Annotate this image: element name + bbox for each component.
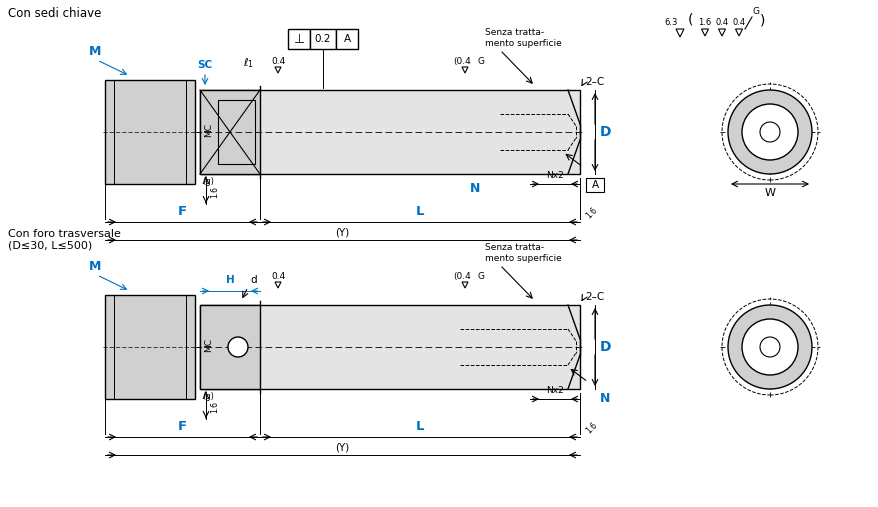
Bar	[200, 90, 579, 174]
Bar	[200, 305, 579, 389]
Circle shape	[741, 104, 797, 160]
Bar	[218, 100, 255, 164]
Text: Con foro trasversale
(D≤30, L≤500): Con foro trasversale (D≤30, L≤500)	[8, 229, 121, 250]
Text: (g): (g)	[202, 392, 213, 401]
Text: Con sedi chiave: Con sedi chiave	[8, 7, 101, 20]
Bar	[200, 90, 260, 174]
Circle shape	[227, 337, 248, 357]
Text: MC: MC	[204, 123, 212, 137]
Bar	[288, 29, 310, 49]
Bar	[335, 29, 357, 49]
Text: G: G	[478, 57, 485, 66]
Text: Senza tratta-
mento superficie: Senza tratta- mento superficie	[485, 243, 561, 263]
Text: (0.4: (0.4	[453, 57, 471, 66]
Bar	[586, 178, 603, 192]
Text: (0.4: (0.4	[453, 272, 471, 281]
Text: ): )	[759, 13, 765, 27]
Text: D: D	[600, 125, 611, 139]
Text: d: d	[249, 275, 256, 285]
Text: 0.4: 0.4	[270, 272, 284, 281]
Text: (Y): (Y)	[335, 227, 349, 237]
Text: (Y): (Y)	[335, 442, 349, 452]
Text: (: (	[687, 12, 693, 26]
Text: L: L	[415, 420, 424, 433]
Circle shape	[727, 305, 811, 389]
Text: (g): (g)	[202, 177, 213, 186]
Text: SC: SC	[198, 60, 212, 70]
Text: Nx2: Nx2	[545, 386, 563, 395]
Text: 0.2: 0.2	[314, 34, 331, 44]
Text: 0.4: 0.4	[731, 18, 745, 27]
Text: A: A	[343, 34, 350, 44]
Text: 1.6: 1.6	[210, 186, 219, 198]
Text: ⊥: ⊥	[293, 32, 304, 46]
Text: 2–C: 2–C	[585, 292, 603, 302]
Text: L: L	[415, 205, 424, 218]
Text: MC: MC	[204, 338, 212, 352]
Text: N: N	[600, 392, 609, 406]
Text: Nx2: Nx2	[545, 171, 563, 180]
Text: H: H	[226, 275, 234, 285]
Text: W: W	[764, 188, 774, 198]
Text: A: A	[591, 180, 598, 190]
Text: 1.6: 1.6	[698, 18, 711, 27]
Text: F: F	[177, 420, 187, 433]
Text: 1.6: 1.6	[583, 420, 598, 435]
Bar	[200, 305, 260, 389]
Text: 1.6: 1.6	[583, 205, 598, 220]
Text: D: D	[600, 340, 611, 354]
Text: F: F	[177, 205, 187, 218]
Bar	[104, 80, 195, 184]
Text: 2–C: 2–C	[585, 77, 603, 87]
Text: M: M	[89, 45, 101, 58]
Bar	[104, 295, 195, 399]
Text: G: G	[478, 272, 485, 281]
Text: 6.3: 6.3	[664, 18, 677, 27]
Text: G: G	[752, 7, 759, 16]
Text: 0.4: 0.4	[270, 57, 284, 66]
Text: 1.6: 1.6	[210, 401, 219, 413]
Text: 0.4: 0.4	[715, 18, 728, 27]
Text: M: M	[89, 260, 101, 273]
Circle shape	[727, 90, 811, 174]
Text: Senza tratta-
mento superficie: Senza tratta- mento superficie	[485, 28, 561, 48]
Circle shape	[741, 319, 797, 375]
Text: N: N	[469, 182, 479, 195]
Bar	[310, 29, 335, 49]
Text: $\ell_1$: $\ell_1$	[242, 56, 253, 70]
